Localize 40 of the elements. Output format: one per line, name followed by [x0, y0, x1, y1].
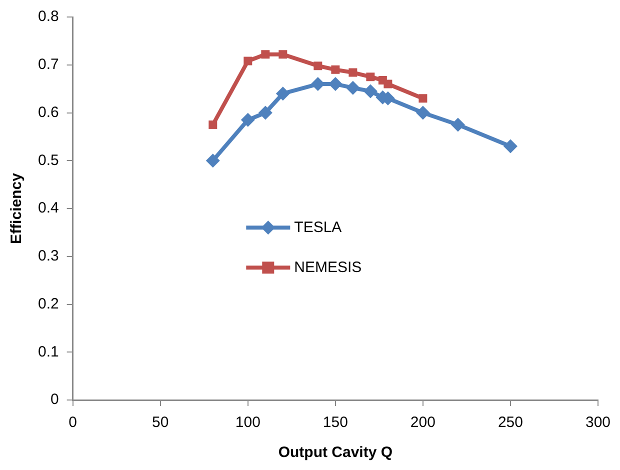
point [503, 139, 518, 154]
point [346, 80, 360, 95]
y-tick-label: 0.3 [38, 248, 59, 265]
y-tick-label: 0.7 [38, 56, 59, 74]
point [348, 68, 358, 77]
point [416, 106, 430, 120]
point [206, 154, 220, 168]
legend-label: NEMESIS [294, 258, 362, 276]
point [258, 106, 272, 120]
x-tick-label: 0 [68, 414, 78, 432]
point [240, 112, 255, 127]
point [314, 62, 322, 70]
y-tick-label: 0 [50, 391, 59, 408]
y-tick-label: 0.2 [38, 295, 59, 312]
y-tick-label: 0.1 [38, 343, 59, 360]
point [208, 120, 218, 129]
x-tick-label: 200 [410, 414, 436, 432]
point [276, 86, 290, 101]
x-tick-label: 250 [498, 414, 523, 432]
x-tick-label: 100 [235, 414, 260, 432]
y-tick-label: 0.5 [38, 152, 59, 169]
point [278, 50, 288, 59]
point [418, 94, 428, 103]
y-tick-label: 0.4 [38, 200, 59, 217]
legend-label: TESLA [294, 218, 342, 236]
y-axis-title: Efficiency [8, 172, 26, 244]
point [310, 77, 325, 92]
point [384, 80, 392, 88]
x-axis-title: Output Cavity Q [278, 444, 393, 462]
point [331, 65, 340, 74]
x-tick-label: 150 [322, 414, 348, 432]
x-tick-label: 50 [152, 414, 169, 432]
point [261, 50, 270, 59]
point [244, 56, 252, 66]
x-tick-label: 300 [585, 414, 611, 432]
y-tick-label: 0.8 [38, 8, 59, 26]
point [366, 72, 375, 82]
y-tick-label: 0.6 [38, 104, 59, 121]
point [450, 118, 465, 132]
point [363, 84, 378, 98]
